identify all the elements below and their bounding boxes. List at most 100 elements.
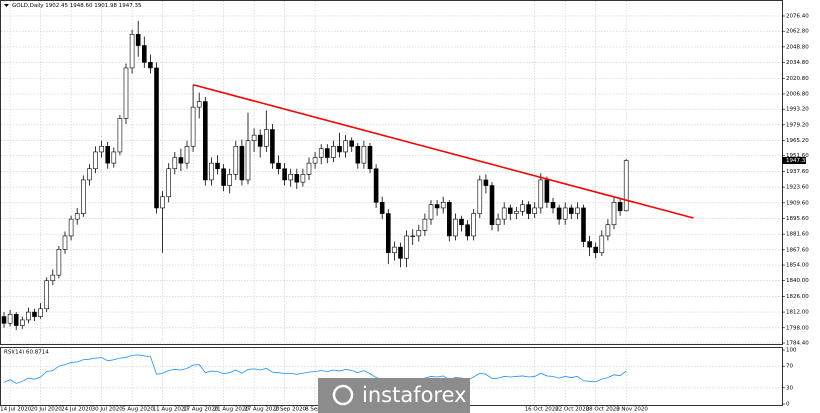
x-tick-label: 14 Jul 2020 — [0, 407, 32, 413]
candle-body — [398, 246, 403, 259]
candle-body — [172, 157, 178, 170]
candle-body — [257, 134, 263, 147]
candle-body — [440, 202, 446, 209]
candle-body — [623, 160, 629, 212]
watermark-box — [318, 378, 470, 413]
candle-body — [520, 204, 525, 212]
x-tick-label: 22 Oct 2020 — [555, 407, 590, 413]
candle-body — [251, 134, 257, 142]
watermark: instaforex — [318, 378, 470, 413]
candle-body — [306, 162, 312, 175]
candle-body — [1, 316, 7, 324]
candle-body — [477, 179, 483, 214]
rsi-y-tick-label: 0 — [786, 402, 790, 408]
candle-body — [385, 213, 391, 254]
y-tick-label: 2062.80 — [786, 29, 809, 35]
y-tick-label: 2006.80 — [786, 91, 809, 97]
candle-body — [117, 118, 123, 153]
candle-body — [514, 210, 519, 214]
candle-body — [587, 241, 592, 248]
candle-body — [288, 174, 294, 181]
y-tick-label: 1867.60 — [786, 247, 809, 253]
y-tick-label: 2076.40 — [786, 13, 809, 19]
candle-body — [129, 34, 135, 69]
last-price-label: 1947.35 — [786, 158, 809, 164]
x-tick-label: 27 Aug 2020 — [244, 407, 280, 413]
main-frame — [0, 0, 783, 345]
y-tick-label: 1993.20 — [786, 107, 809, 113]
x-tick-label: 16 Oct 2020 — [525, 407, 560, 413]
candle-body — [532, 207, 538, 214]
candle-body — [263, 129, 269, 147]
y-tick-label: 1784.40 — [786, 341, 809, 347]
candle-body — [294, 174, 300, 183]
y-tick-label: 1965.20 — [786, 138, 809, 144]
candle-body — [568, 207, 574, 214]
rsi-y-tick-label: 70 — [786, 364, 793, 370]
candle-body — [459, 218, 464, 226]
candle-body — [489, 185, 495, 226]
candle-body — [367, 146, 373, 170]
x-tick-label: 30 Jul 2020 — [92, 407, 124, 413]
candle-body — [135, 34, 141, 46]
candle-body — [562, 207, 568, 220]
candle-body — [611, 202, 617, 226]
candle-body — [270, 129, 275, 164]
candle-body — [160, 196, 165, 209]
candle-body — [26, 311, 31, 321]
candle-body — [105, 146, 110, 164]
candle-body — [62, 235, 68, 250]
x-tick-label: 24 Jul 2020 — [61, 407, 93, 413]
candle-body — [410, 235, 416, 238]
candle-body — [495, 218, 501, 226]
rsi-line — [3, 354, 627, 384]
candle-body — [605, 224, 611, 237]
candle-body — [227, 174, 232, 186]
candle-body — [203, 101, 208, 181]
candle-body — [44, 280, 50, 310]
candle-body — [404, 235, 409, 259]
candle-body — [526, 204, 531, 214]
candle-body — [575, 207, 580, 214]
candle-body — [324, 148, 330, 158]
candle-body — [111, 151, 117, 164]
candle-body — [300, 174, 306, 183]
candle-body — [446, 202, 452, 237]
candle-body — [87, 168, 92, 181]
candle-body — [428, 204, 434, 220]
candle-body — [471, 213, 477, 237]
candle-body — [617, 202, 623, 212]
candle-body — [56, 249, 62, 276]
candle-body — [349, 140, 355, 147]
candle-body — [245, 140, 251, 181]
candle-body — [599, 235, 605, 254]
candle-body — [373, 168, 379, 203]
candle-body — [148, 62, 153, 69]
x-tick-label: 3 Nov 2020 — [616, 407, 648, 413]
candle-body — [142, 45, 147, 63]
x-tick-label: 17 Aug 2020 — [183, 407, 219, 413]
x-tick-label: 28 Oct 2020 — [586, 407, 621, 413]
y-tick-label: 2020.80 — [786, 76, 809, 82]
candle-body — [422, 218, 428, 231]
rsi-y-tick-label: 100 — [786, 348, 797, 354]
x-tick-label: 21 Aug 2020 — [214, 407, 250, 413]
candle-body — [32, 311, 37, 317]
y-tick-label: 1895.60 — [786, 216, 809, 222]
plot — [1, 20, 694, 384]
candle-body — [81, 179, 86, 214]
candle-body — [483, 179, 489, 186]
candle-body — [50, 274, 56, 282]
candle-body — [282, 168, 287, 181]
y-tick-label: 1798.00 — [786, 325, 809, 331]
candle-body — [190, 106, 196, 147]
rsi-y-tick-label: 30 — [786, 385, 793, 391]
candle-body — [343, 140, 348, 153]
candle-body — [215, 162, 220, 170]
y-tick-label: 1909.60 — [786, 200, 809, 206]
rsi-title: RSI(14) 60.8714 — [4, 350, 49, 356]
candle-body — [166, 168, 171, 198]
watermark-text: instaforex — [362, 383, 467, 407]
candle-body — [434, 204, 440, 209]
